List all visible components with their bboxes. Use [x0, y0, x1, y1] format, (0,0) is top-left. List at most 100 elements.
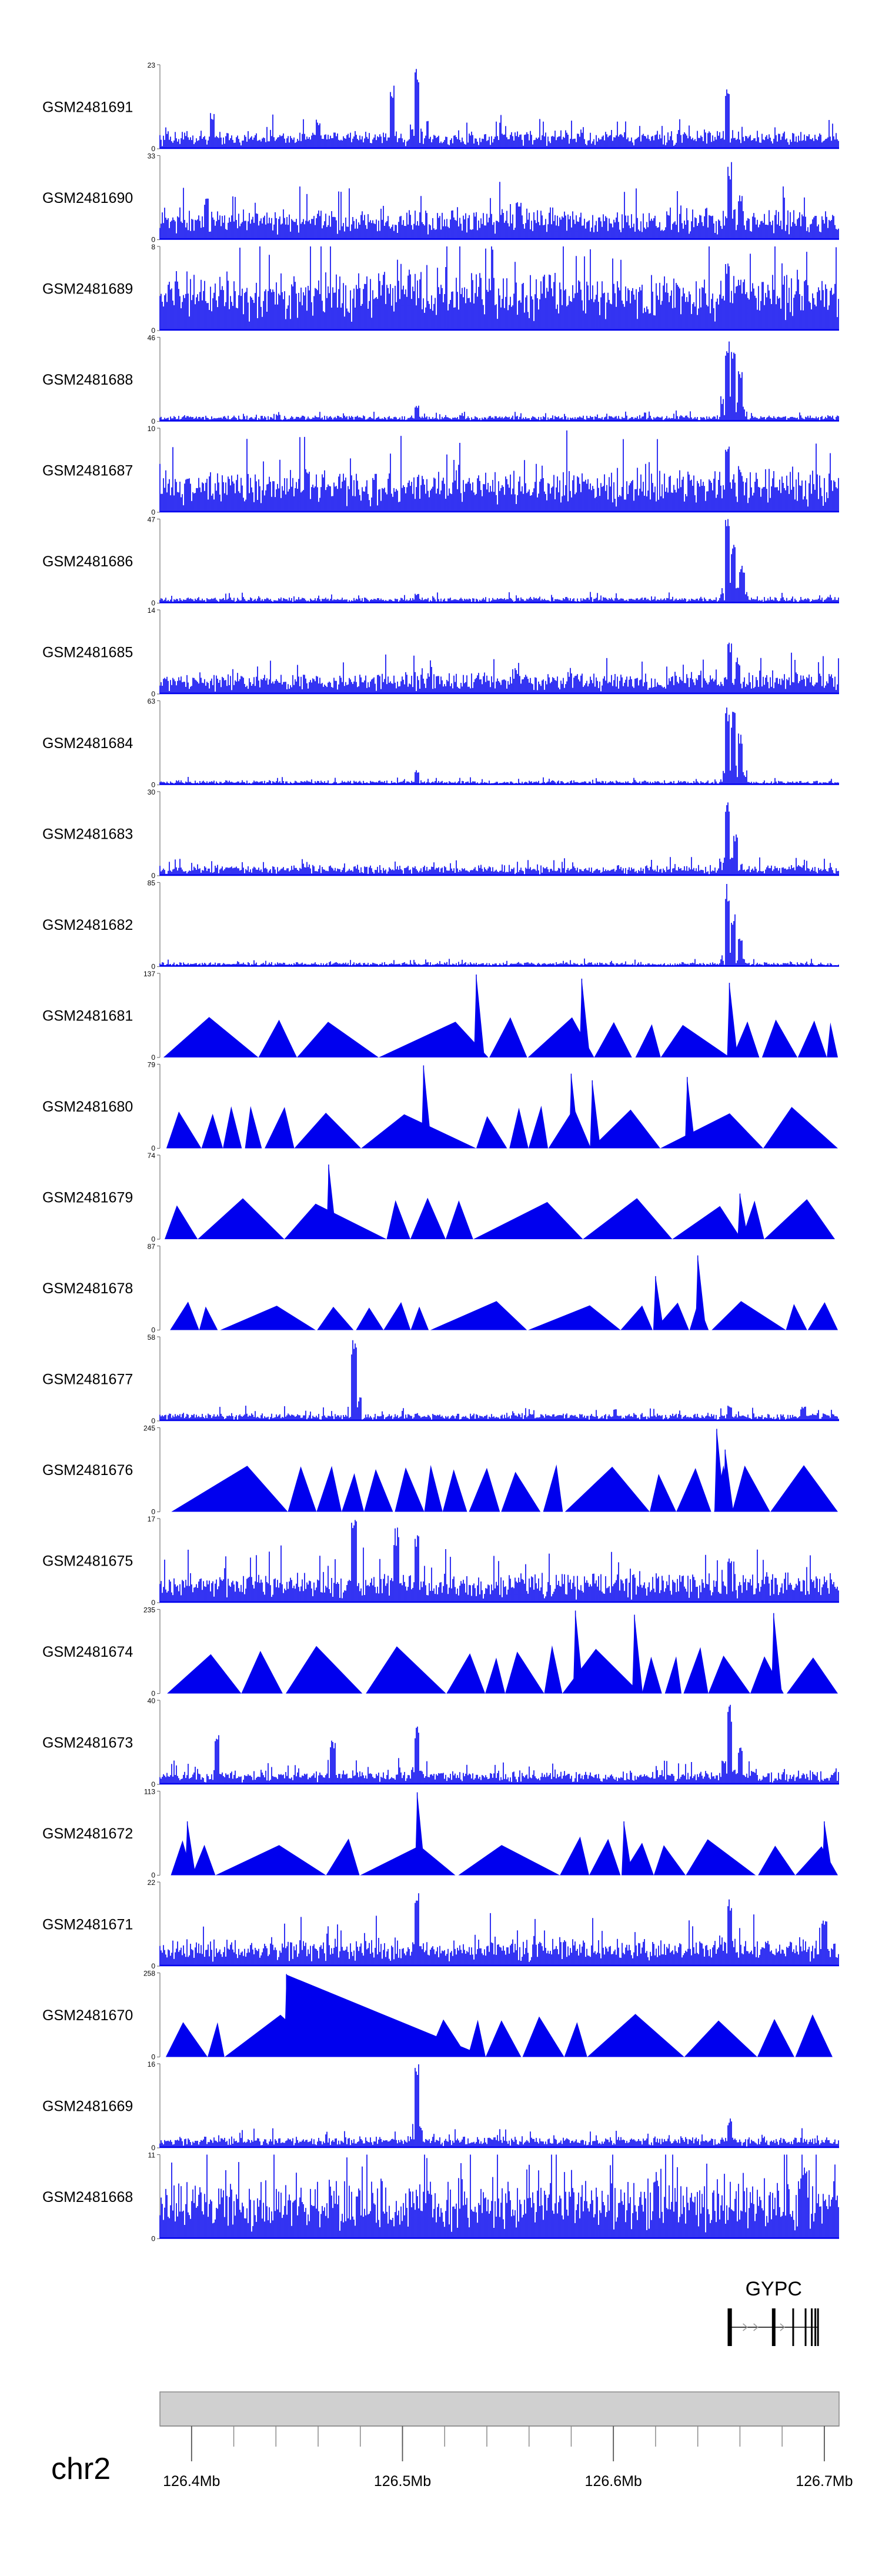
coverage-triangle	[360, 1846, 456, 1876]
coverage-triangle	[589, 1838, 621, 1876]
coverage-triangle	[165, 2022, 208, 2057]
track-label: GSM2481674	[42, 1644, 133, 1660]
y-max-label: 74	[148, 1152, 156, 1160]
track-label: GSM2481678	[42, 1280, 133, 1297]
y-min-label: 0	[151, 1417, 155, 1425]
coverage-bars	[159, 246, 839, 331]
coverage-triangle	[544, 1645, 563, 1694]
coverage-triangle	[594, 1022, 632, 1057]
coverage-spike	[737, 1193, 749, 1239]
coverage-spike	[185, 1821, 196, 1876]
coverage-triangle	[650, 1474, 677, 1512]
coverage-bars	[159, 69, 839, 149]
coverage-triangle	[654, 1302, 689, 1330]
coverage-bars	[159, 162, 839, 240]
coverage-triangle	[757, 2018, 794, 2057]
coverage-triangle	[807, 1302, 838, 1330]
tracks-group: GSM2481691230GSM2481690330GSM248168980GS…	[42, 61, 839, 2243]
y-max-label: 47	[148, 516, 156, 524]
coverage-triangle	[366, 1646, 446, 1694]
coverage-triangle	[564, 2022, 587, 2057]
coverage-triangle	[797, 1020, 827, 1057]
y-max-label: 58	[148, 1333, 156, 1342]
coverage-spike	[727, 983, 738, 1057]
y-min-label: 0	[151, 599, 155, 608]
coverage-triangle	[485, 2020, 522, 2057]
track-label: GSM2481689	[42, 281, 133, 298]
track-GSM2481683: GSM2481683 30 0	[42, 788, 839, 880]
track-GSM2481689: GSM2481689 8 0	[42, 243, 839, 335]
coverage-triangle	[473, 1202, 583, 1239]
coverage-triangle	[170, 1302, 199, 1330]
track-label: GSM2481677	[42, 1372, 133, 1388]
track-label: GSM2481673	[42, 1735, 133, 1751]
gene-exon	[817, 2308, 819, 2346]
gene-exon	[727, 2308, 731, 2346]
coverage-triangle	[505, 1651, 544, 1694]
track-GSM2481691: GSM2481691 23 0	[42, 61, 839, 153]
coverage-triangle	[286, 1646, 363, 1694]
coverage-triangle	[265, 1107, 295, 1149]
track-GSM2481669: GSM2481669 16 0	[42, 2060, 839, 2152]
coverage-triangle	[410, 1306, 429, 1330]
y-max-label: 235	[143, 1606, 155, 1614]
y-max-label: 63	[148, 698, 156, 706]
coverage-triangle	[711, 1301, 786, 1330]
coverage-triangle	[635, 1024, 661, 1057]
coverage-triangle	[245, 1106, 262, 1149]
y-min-label: 0	[151, 2053, 155, 2061]
y-max-label: 22	[148, 1878, 156, 1887]
track-GSM2481675: GSM2481675 17 0	[42, 1515, 839, 1607]
chromosome-ideogram: chr2	[51, 2391, 840, 2486]
coverage-spike	[421, 1065, 432, 1149]
coverage-triangle	[386, 1200, 410, 1239]
gene-exon	[792, 2308, 794, 2346]
coverage-triangle	[294, 1113, 362, 1149]
track-label: GSM2481682	[42, 917, 133, 933]
y-min-label: 0	[151, 1690, 155, 1698]
coverage-spike	[771, 1613, 782, 1694]
coverage-triangle	[356, 1307, 384, 1330]
coverage-triangle	[761, 1019, 798, 1057]
gene-exon	[771, 2308, 776, 2346]
y-max-label: 85	[148, 879, 156, 887]
coverage-triangle	[379, 1022, 489, 1057]
y-min-label: 0	[151, 2144, 155, 2152]
track-label: GSM2481671	[42, 1917, 133, 1933]
y-min-label: 0	[151, 1780, 155, 1788]
coverage-triangle	[467, 2020, 486, 2057]
coverage-bars	[159, 642, 839, 694]
coverage-triangle	[317, 1306, 354, 1330]
coverage-bars	[159, 708, 839, 785]
coverage-triangle	[258, 1019, 297, 1057]
y-max-label: 11	[148, 2151, 156, 2160]
coverage-spike	[590, 1080, 601, 1149]
coverage-triangle	[587, 2014, 684, 2057]
y-max-label: 17	[148, 1515, 156, 1523]
track-GSM2481676: GSM2481676 245 0	[42, 1424, 838, 1516]
track-label: GSM2481675	[42, 1553, 133, 1570]
y-min-label: 0	[151, 1144, 155, 1153]
gene-exon	[811, 2308, 813, 2346]
coverage-triangle	[686, 1839, 756, 1876]
coverage-bars	[159, 2154, 839, 2239]
track-label: GSM2481687	[42, 463, 133, 479]
coverage-triangle	[528, 1305, 621, 1330]
y-min-label: 0	[151, 236, 155, 244]
coverage-triangle	[220, 1306, 316, 1330]
coverage-bars	[159, 1893, 839, 1966]
track-label: GSM2481676	[42, 1462, 133, 1479]
y-min-label: 0	[151, 418, 155, 426]
coverage-triangle	[527, 1017, 594, 1057]
coverage-triangle	[786, 1304, 807, 1330]
coverage-triangle	[316, 1466, 342, 1512]
y-max-label: 245	[143, 1424, 155, 1433]
track-GSM2481670: GSM2481670 258 0	[42, 1970, 833, 2061]
coverage-triangle	[241, 1651, 283, 1694]
coverage-triangle	[364, 1469, 393, 1512]
coverage-triangle	[509, 1107, 529, 1149]
track-GSM2481677: GSM2481677 58 0	[42, 1333, 839, 1425]
coverage-triangle	[786, 1657, 838, 1694]
coverage-spike	[415, 1792, 426, 1876]
coverage-triangle	[741, 1200, 764, 1239]
